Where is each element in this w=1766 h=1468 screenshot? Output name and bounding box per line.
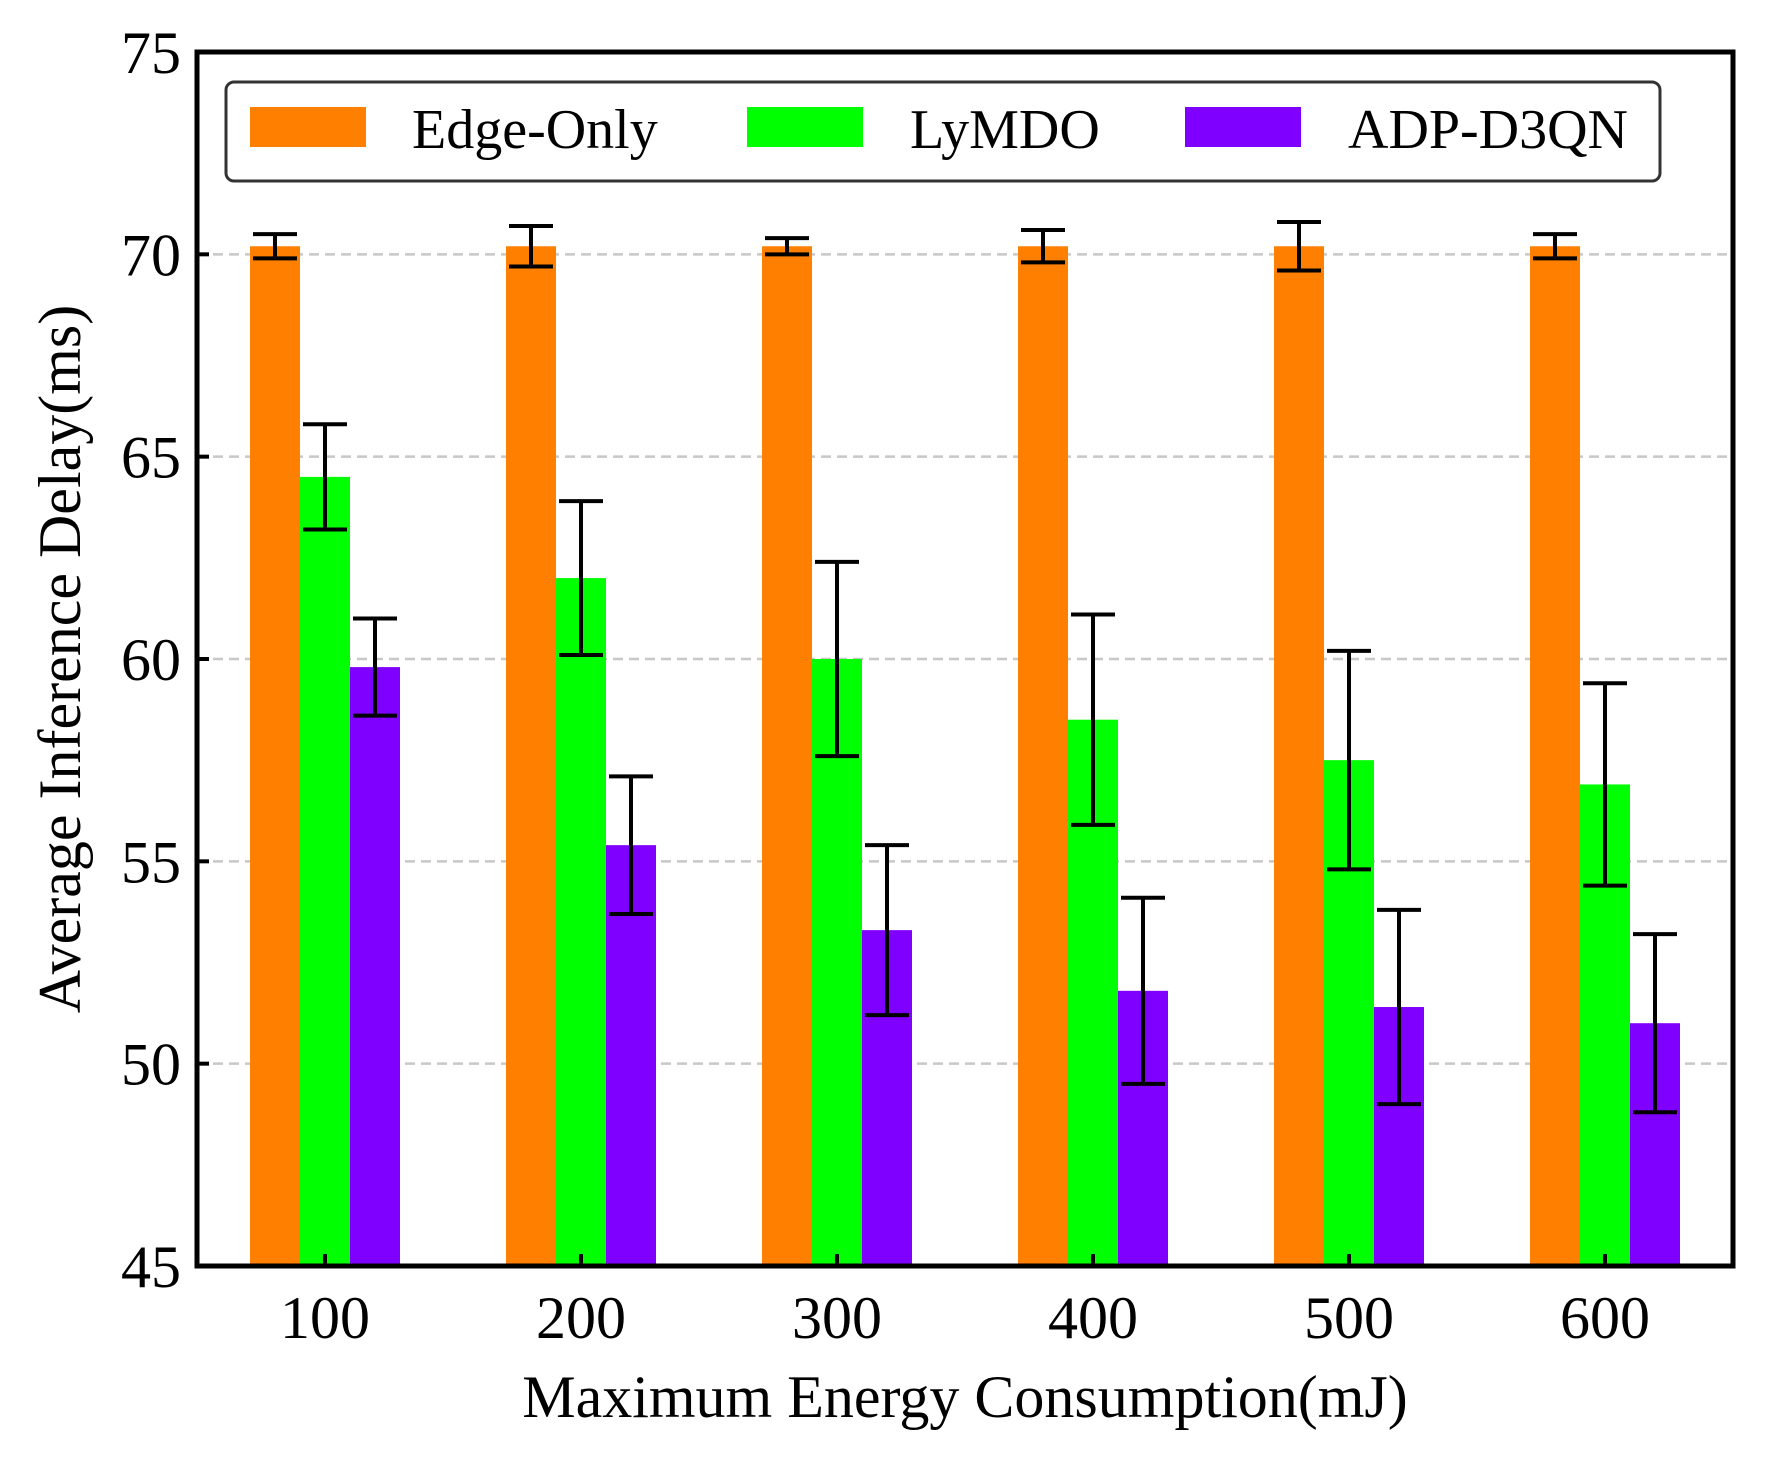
tick-layer: 45 50 55 60 65 70 75 100 200 300 400 500 600 [121, 20, 1650, 1351]
x-tick-label: 100 [280, 1285, 370, 1351]
x-tick-label: 300 [792, 1285, 882, 1351]
bar-lymdo-100 [300, 476, 350, 1266]
bar-edge-only-500 [1274, 246, 1324, 1267]
bar-lymdo-300 [812, 659, 862, 1266]
bar-edge-only-300 [762, 246, 812, 1267]
x-tick-label: 400 [1048, 1285, 1138, 1351]
y-tick-label: 75 [121, 20, 181, 86]
legend-swatch-lymdo [747, 107, 863, 147]
bar-edge-only-100 [250, 246, 300, 1267]
x-axis-label: Maximum Energy Consumption(mJ) [522, 1364, 1408, 1430]
y-axis-label: Average Inference Delay(ms) [27, 305, 93, 1013]
legend-swatch-edge-only [250, 107, 366, 147]
bar-edge-only-400 [1018, 246, 1068, 1267]
legend-label: LyMDO [910, 99, 1100, 161]
y-tick-label: 55 [121, 829, 181, 895]
y-tick-label: 60 [121, 627, 181, 693]
bar-lymdo-200 [556, 578, 606, 1266]
grid-layer [197, 253, 1733, 1065]
x-tick-label: 500 [1304, 1285, 1394, 1351]
x-tick-label: 600 [1560, 1285, 1650, 1351]
bar-edge-only-600 [1530, 246, 1580, 1267]
y-tick-label: 65 [121, 425, 181, 491]
legend-label: ADP-D3QN [1348, 99, 1628, 161]
bar-layer [250, 246, 1680, 1267]
x-tick-label: 200 [536, 1285, 626, 1351]
bar-edge-only-200 [506, 246, 556, 1267]
y-tick-label: 50 [121, 1032, 181, 1098]
error-bar-layer [253, 219, 1677, 1115]
bar-adp-d3qn-100 [350, 667, 400, 1266]
legend-box [224, 80, 1662, 183]
legend-label: Edge-Only [412, 99, 658, 161]
y-tick-label: 45 [121, 1234, 181, 1300]
legend: Edge-Only LyMDO ADP-D3QN [224, 80, 1662, 183]
legend-swatch-adp-d3qn [1185, 107, 1301, 147]
y-tick-label: 70 [121, 222, 181, 288]
